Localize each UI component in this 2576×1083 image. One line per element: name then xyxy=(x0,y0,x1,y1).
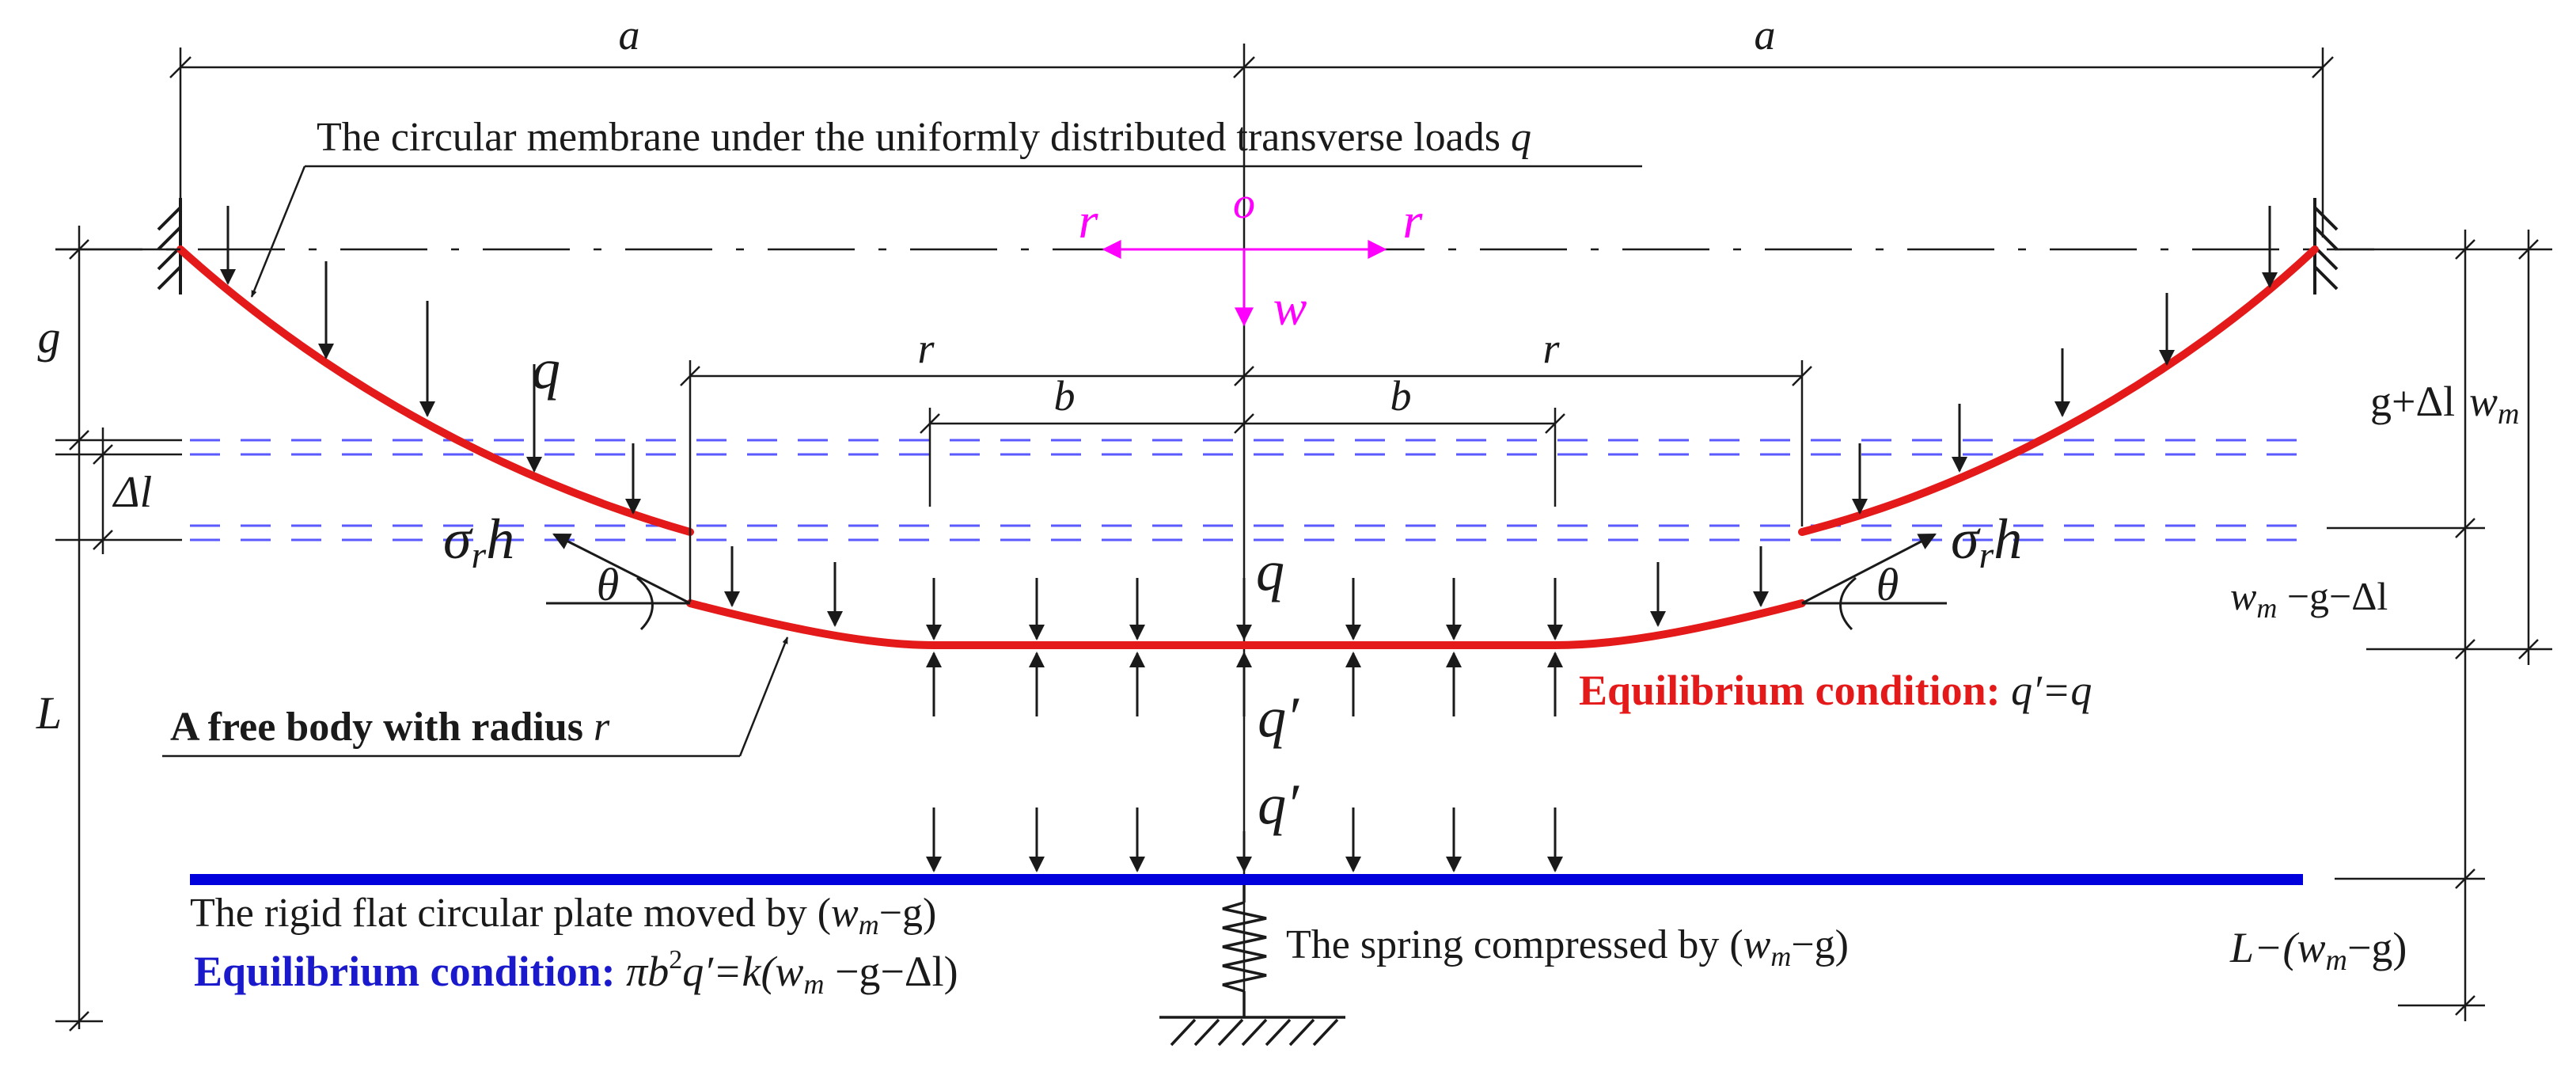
free-body-caption: A free body with radius r xyxy=(170,705,610,750)
spring xyxy=(1222,885,1267,1017)
ground xyxy=(1159,1016,1345,1047)
axis-r-left-label: r xyxy=(1079,192,1099,249)
axis-origin-label: o xyxy=(1233,179,1255,228)
free-body-curve xyxy=(686,599,1806,649)
dim-g: g xyxy=(38,311,61,363)
rigid-plate xyxy=(190,874,2303,885)
membrane-right-segment xyxy=(1798,245,2319,536)
membrane-caption: The circular membrane under the uniforml… xyxy=(317,115,1531,160)
dim-wm: wm xyxy=(2469,378,2519,431)
membrane-left-segment xyxy=(176,245,694,536)
dim-a-right: a xyxy=(1755,11,1776,59)
plate-caption: The rigid flat circular plate moved by (… xyxy=(190,891,936,940)
membrane-load-arrows xyxy=(220,206,2278,515)
theta-right: θ xyxy=(1876,559,1899,610)
load-q-prime-upper: q′ xyxy=(1258,686,1299,749)
theta-left: θ xyxy=(597,559,620,610)
plate-load-arrows xyxy=(926,808,1563,872)
top-dimension-a xyxy=(169,44,2334,998)
load-q-prime-lower: q′ xyxy=(1258,773,1299,836)
dim-L-minus: L−(wm−g) xyxy=(2229,924,2407,977)
membrane-leader-line xyxy=(250,165,1642,298)
load-q-center: q xyxy=(1256,539,1284,602)
dim-r-left: r xyxy=(917,325,935,372)
left-dimension-lines xyxy=(55,226,182,1032)
upward-reaction-arrows xyxy=(926,652,1563,716)
axis-r-right-label: r xyxy=(1403,192,1424,249)
dim-a-left: a xyxy=(619,11,640,59)
dim-wm-minus-g-minus-dl: wm −g−Δl xyxy=(2230,574,2388,624)
free-body-load-arrows xyxy=(724,546,1769,640)
axis-w-label: w xyxy=(1273,279,1307,336)
equilibrium-blue: Equilibrium condition: πb2q′=k(wm −g−Δl) xyxy=(194,945,958,1000)
load-q-membrane: q xyxy=(532,337,560,401)
dim-L: L xyxy=(36,687,62,739)
dim-delta-l: Δl xyxy=(112,468,152,517)
dim-g-plus-dl: g+Δl xyxy=(2370,378,2455,425)
sigma-h-left: σrh xyxy=(443,507,514,576)
left-support xyxy=(157,198,182,294)
r-dimension xyxy=(680,360,1812,602)
tension-arrows xyxy=(546,533,1947,631)
dim-b-right: b xyxy=(1390,372,1412,420)
sigma-h-right: σrh xyxy=(1951,507,2022,576)
membrane-curves xyxy=(176,245,2319,649)
coordinate-axes xyxy=(1102,240,1387,327)
equilibrium-red: Equilibrium condition: q′=q xyxy=(1579,667,2092,714)
spring-caption: The spring compressed by (wm−g) xyxy=(1286,922,1849,972)
dim-r-right: r xyxy=(1542,325,1560,372)
right-dimension-lines xyxy=(2327,230,2552,1021)
right-support xyxy=(2313,198,2339,294)
dim-b-left: b xyxy=(1054,372,1076,420)
b-dimension xyxy=(920,408,1565,507)
free-body-leader-line xyxy=(162,636,789,758)
